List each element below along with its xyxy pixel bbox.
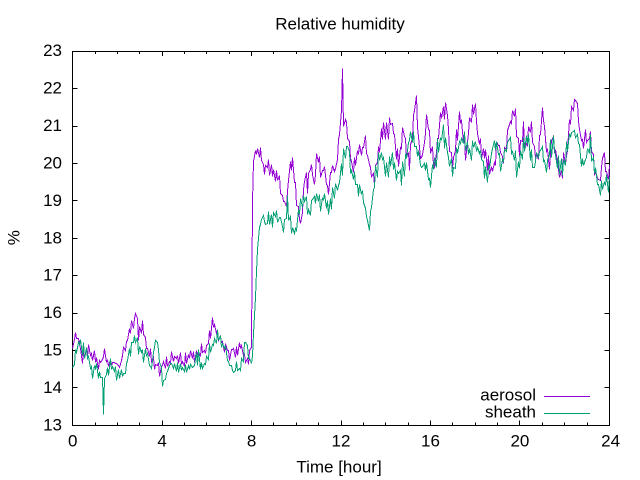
svg-text:15: 15 [43,340,62,359]
svg-text:22: 22 [43,79,62,98]
svg-text:8: 8 [247,432,256,451]
svg-text:16: 16 [421,432,440,451]
svg-text:sheath: sheath [485,402,536,421]
svg-text:13: 13 [43,415,62,434]
svg-text:%: % [5,230,24,245]
svg-text:18: 18 [43,228,62,247]
svg-text:aerosol: aerosol [480,386,536,405]
svg-text:20: 20 [43,153,62,172]
svg-text:24: 24 [601,432,620,451]
svg-text:4: 4 [157,432,166,451]
svg-text:21: 21 [43,116,62,135]
svg-text:Time [hour]: Time [hour] [296,457,381,476]
svg-text:Relative humidity: Relative humidity [275,15,405,34]
svg-text:17: 17 [43,266,62,285]
svg-text:19: 19 [43,191,62,210]
svg-text:12: 12 [332,432,351,451]
svg-text:16: 16 [43,303,62,322]
svg-text:23: 23 [43,41,62,60]
svg-text:14: 14 [43,378,62,397]
svg-text:0: 0 [68,432,77,451]
svg-text:20: 20 [510,432,529,451]
